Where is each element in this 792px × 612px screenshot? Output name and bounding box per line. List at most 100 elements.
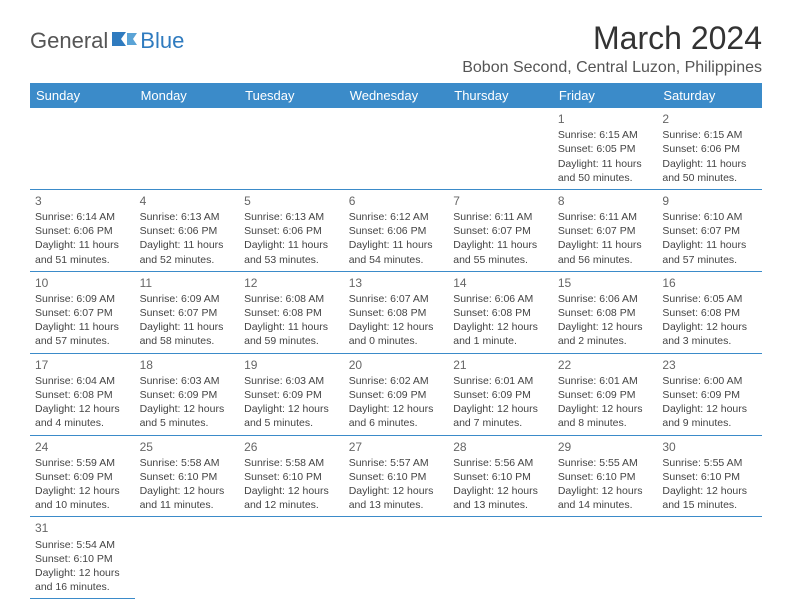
calendar-empty — [448, 517, 553, 599]
sunset-line: Sunset: 6:09 PM — [244, 388, 339, 402]
sunrise-line: Sunrise: 6:10 AM — [662, 210, 757, 224]
calendar-empty — [553, 517, 658, 599]
sunrise-line: Sunrise: 6:13 AM — [140, 210, 235, 224]
sunset-line: Sunset: 6:07 PM — [140, 306, 235, 320]
sunset-line: Sunset: 6:09 PM — [662, 388, 757, 402]
sunrise-line: Sunrise: 6:03 AM — [244, 374, 339, 388]
weekday-header: Saturday — [657, 83, 762, 108]
calendar-day: 20Sunrise: 6:02 AMSunset: 6:09 PMDayligh… — [344, 353, 449, 435]
calendar-day: 31Sunrise: 5:54 AMSunset: 6:10 PMDayligh… — [30, 517, 135, 599]
calendar-empty — [239, 108, 344, 189]
calendar-empty — [344, 517, 449, 599]
weekday-header: Friday — [553, 83, 658, 108]
daylight-line: Daylight: 12 hours and 13 minutes. — [453, 484, 548, 512]
day-number: 8 — [558, 193, 653, 209]
sunrise-line: Sunrise: 6:08 AM — [244, 292, 339, 306]
sunset-line: Sunset: 6:06 PM — [244, 224, 339, 238]
sunset-line: Sunset: 6:08 PM — [35, 388, 130, 402]
logo-text-general: General — [30, 28, 108, 54]
daylight-line: Daylight: 12 hours and 5 minutes. — [140, 402, 235, 430]
day-number: 4 — [140, 193, 235, 209]
sunrise-line: Sunrise: 6:11 AM — [453, 210, 548, 224]
calendar-day: 4Sunrise: 6:13 AMSunset: 6:06 PMDaylight… — [135, 189, 240, 271]
day-number: 20 — [349, 357, 444, 373]
logo-text-blue: Blue — [140, 28, 184, 54]
sunset-line: Sunset: 6:10 PM — [35, 552, 130, 566]
sunset-line: Sunset: 6:06 PM — [349, 224, 444, 238]
sunset-line: Sunset: 6:08 PM — [349, 306, 444, 320]
daylight-line: Daylight: 12 hours and 11 minutes. — [140, 484, 235, 512]
calendar-day: 14Sunrise: 6:06 AMSunset: 6:08 PMDayligh… — [448, 271, 553, 353]
weekday-header: Tuesday — [239, 83, 344, 108]
weekday-header: Thursday — [448, 83, 553, 108]
calendar-empty — [657, 517, 762, 599]
day-number: 30 — [662, 439, 757, 455]
sunset-line: Sunset: 6:09 PM — [140, 388, 235, 402]
day-number: 19 — [244, 357, 339, 373]
weekday-header: Sunday — [30, 83, 135, 108]
calendar-day: 6Sunrise: 6:12 AMSunset: 6:06 PMDaylight… — [344, 189, 449, 271]
month-title: March 2024 — [462, 20, 762, 57]
title-block: March 2024 Bobon Second, Central Luzon, … — [462, 20, 762, 77]
sunset-line: Sunset: 6:09 PM — [35, 470, 130, 484]
sunset-line: Sunset: 6:08 PM — [662, 306, 757, 320]
sunrise-line: Sunrise: 6:07 AM — [349, 292, 444, 306]
sunset-line: Sunset: 6:08 PM — [453, 306, 548, 320]
calendar-day: 17Sunrise: 6:04 AMSunset: 6:08 PMDayligh… — [30, 353, 135, 435]
calendar-day: 26Sunrise: 5:58 AMSunset: 6:10 PMDayligh… — [239, 435, 344, 517]
sunset-line: Sunset: 6:10 PM — [662, 470, 757, 484]
sunrise-line: Sunrise: 6:06 AM — [453, 292, 548, 306]
sunrise-line: Sunrise: 6:06 AM — [558, 292, 653, 306]
day-number: 2 — [662, 111, 757, 127]
day-number: 15 — [558, 275, 653, 291]
sunrise-line: Sunrise: 6:14 AM — [35, 210, 130, 224]
day-number: 18 — [140, 357, 235, 373]
sunrise-line: Sunrise: 5:57 AM — [349, 456, 444, 470]
sunset-line: Sunset: 6:07 PM — [662, 224, 757, 238]
calendar-empty — [448, 108, 553, 189]
calendar-day: 16Sunrise: 6:05 AMSunset: 6:08 PMDayligh… — [657, 271, 762, 353]
calendar-body: 1Sunrise: 6:15 AMSunset: 6:05 PMDaylight… — [30, 108, 762, 599]
daylight-line: Daylight: 12 hours and 1 minute. — [453, 320, 548, 348]
calendar-day: 13Sunrise: 6:07 AMSunset: 6:08 PMDayligh… — [344, 271, 449, 353]
calendar-day: 27Sunrise: 5:57 AMSunset: 6:10 PMDayligh… — [344, 435, 449, 517]
calendar-row: 10Sunrise: 6:09 AMSunset: 6:07 PMDayligh… — [30, 271, 762, 353]
sunset-line: Sunset: 6:10 PM — [349, 470, 444, 484]
day-number: 26 — [244, 439, 339, 455]
daylight-line: Daylight: 12 hours and 15 minutes. — [662, 484, 757, 512]
daylight-line: Daylight: 11 hours and 58 minutes. — [140, 320, 235, 348]
weekday-header: Monday — [135, 83, 240, 108]
day-number: 9 — [662, 193, 757, 209]
daylight-line: Daylight: 12 hours and 0 minutes. — [349, 320, 444, 348]
calendar-row: 3Sunrise: 6:14 AMSunset: 6:06 PMDaylight… — [30, 189, 762, 271]
calendar-row: 31Sunrise: 5:54 AMSunset: 6:10 PMDayligh… — [30, 517, 762, 599]
daylight-line: Daylight: 11 hours and 53 minutes. — [244, 238, 339, 266]
sunset-line: Sunset: 6:10 PM — [140, 470, 235, 484]
daylight-line: Daylight: 12 hours and 9 minutes. — [662, 402, 757, 430]
calendar-day: 7Sunrise: 6:11 AMSunset: 6:07 PMDaylight… — [448, 189, 553, 271]
daylight-line: Daylight: 12 hours and 7 minutes. — [453, 402, 548, 430]
daylight-line: Daylight: 11 hours and 51 minutes. — [35, 238, 130, 266]
calendar-day: 23Sunrise: 6:00 AMSunset: 6:09 PMDayligh… — [657, 353, 762, 435]
sunrise-line: Sunrise: 6:15 AM — [558, 128, 653, 142]
calendar-day: 3Sunrise: 6:14 AMSunset: 6:06 PMDaylight… — [30, 189, 135, 271]
calendar-day: 5Sunrise: 6:13 AMSunset: 6:06 PMDaylight… — [239, 189, 344, 271]
sunrise-line: Sunrise: 6:01 AM — [558, 374, 653, 388]
daylight-line: Daylight: 12 hours and 8 minutes. — [558, 402, 653, 430]
day-number: 6 — [349, 193, 444, 209]
sunrise-line: Sunrise: 6:04 AM — [35, 374, 130, 388]
calendar-row: 1Sunrise: 6:15 AMSunset: 6:05 PMDaylight… — [30, 108, 762, 189]
sunset-line: Sunset: 6:06 PM — [662, 142, 757, 156]
daylight-line: Daylight: 11 hours and 50 minutes. — [558, 157, 653, 185]
calendar-day: 28Sunrise: 5:56 AMSunset: 6:10 PMDayligh… — [448, 435, 553, 517]
sunset-line: Sunset: 6:10 PM — [244, 470, 339, 484]
sunset-line: Sunset: 6:05 PM — [558, 142, 653, 156]
calendar-table: SundayMondayTuesdayWednesdayThursdayFrid… — [30, 83, 762, 599]
daylight-line: Daylight: 11 hours and 50 minutes. — [662, 157, 757, 185]
calendar-empty — [239, 517, 344, 599]
calendar-day: 1Sunrise: 6:15 AMSunset: 6:05 PMDaylight… — [553, 108, 658, 189]
sunset-line: Sunset: 6:07 PM — [558, 224, 653, 238]
daylight-line: Daylight: 11 hours and 52 minutes. — [140, 238, 235, 266]
daylight-line: Daylight: 12 hours and 14 minutes. — [558, 484, 653, 512]
day-number: 11 — [140, 275, 235, 291]
